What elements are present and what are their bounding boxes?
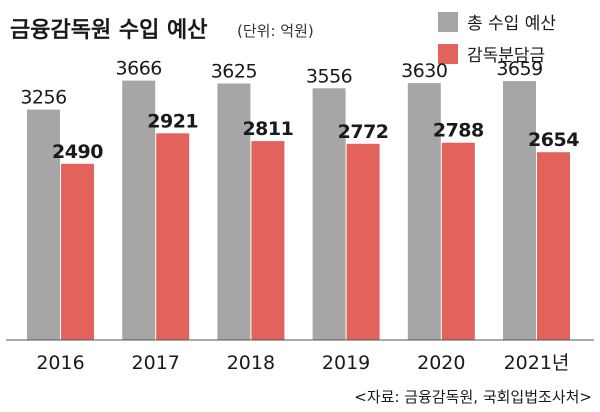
- bar-total-2: [217, 83, 251, 340]
- legend-swatch-total: [438, 12, 458, 32]
- bars-group: 3256 2490 2016 3666 2921 2017 3625 2811 2018 3556…: [20, 58, 579, 374]
- x-tick-label-2: 2018: [227, 352, 275, 374]
- unit-label: (단위: 억원): [237, 22, 314, 40]
- bar-total-5: [503, 81, 536, 340]
- x-tick-label-3: 2019: [322, 352, 370, 374]
- value-label-levy-3: 2772: [338, 121, 389, 143]
- bar-total-3: [312, 88, 346, 340]
- bar-total-1: [122, 80, 156, 340]
- value-label-levy-2: 2811: [242, 118, 293, 140]
- value-label-total-3: 3556: [306, 65, 352, 87]
- value-label-levy-0: 2490: [52, 141, 103, 163]
- bar-levy-3: [346, 143, 380, 340]
- x-tick-label-1: 2017: [132, 352, 180, 374]
- value-label-total-1: 3666: [116, 58, 162, 80]
- value-label-levy-4: 2788: [433, 120, 484, 142]
- value-label-total-2: 3625: [211, 61, 257, 83]
- value-label-total-0: 3256: [20, 87, 66, 109]
- bar-levy-2: [251, 141, 285, 340]
- bar-levy-1: [156, 133, 190, 340]
- chart-title: 금융감독원 수입 예산: [10, 18, 207, 43]
- value-label-levy-1: 2921: [147, 110, 198, 132]
- x-tick-label-5: 2021년: [504, 352, 570, 374]
- legend-label-total: 총 수입 예산: [467, 14, 556, 34]
- value-label-levy-5: 2654: [528, 129, 579, 151]
- legend-label-levy: 감독분담금: [467, 46, 545, 66]
- x-tick-label-0: 2016: [36, 352, 84, 374]
- bar-levy-0: [61, 163, 94, 340]
- bar-total-4: [407, 83, 441, 340]
- bar-levy-5: [537, 152, 570, 340]
- value-label-total-5: 3659: [496, 58, 542, 80]
- bar-levy-4: [441, 142, 475, 340]
- legend-swatch-levy: [438, 44, 458, 64]
- bar-total-0: [27, 109, 60, 340]
- x-tick-label-4: 2020: [417, 352, 465, 374]
- source-note: <자료: 금융감독원, 국회입법조사처>: [354, 388, 592, 406]
- value-label-total-4: 3630: [401, 60, 447, 82]
